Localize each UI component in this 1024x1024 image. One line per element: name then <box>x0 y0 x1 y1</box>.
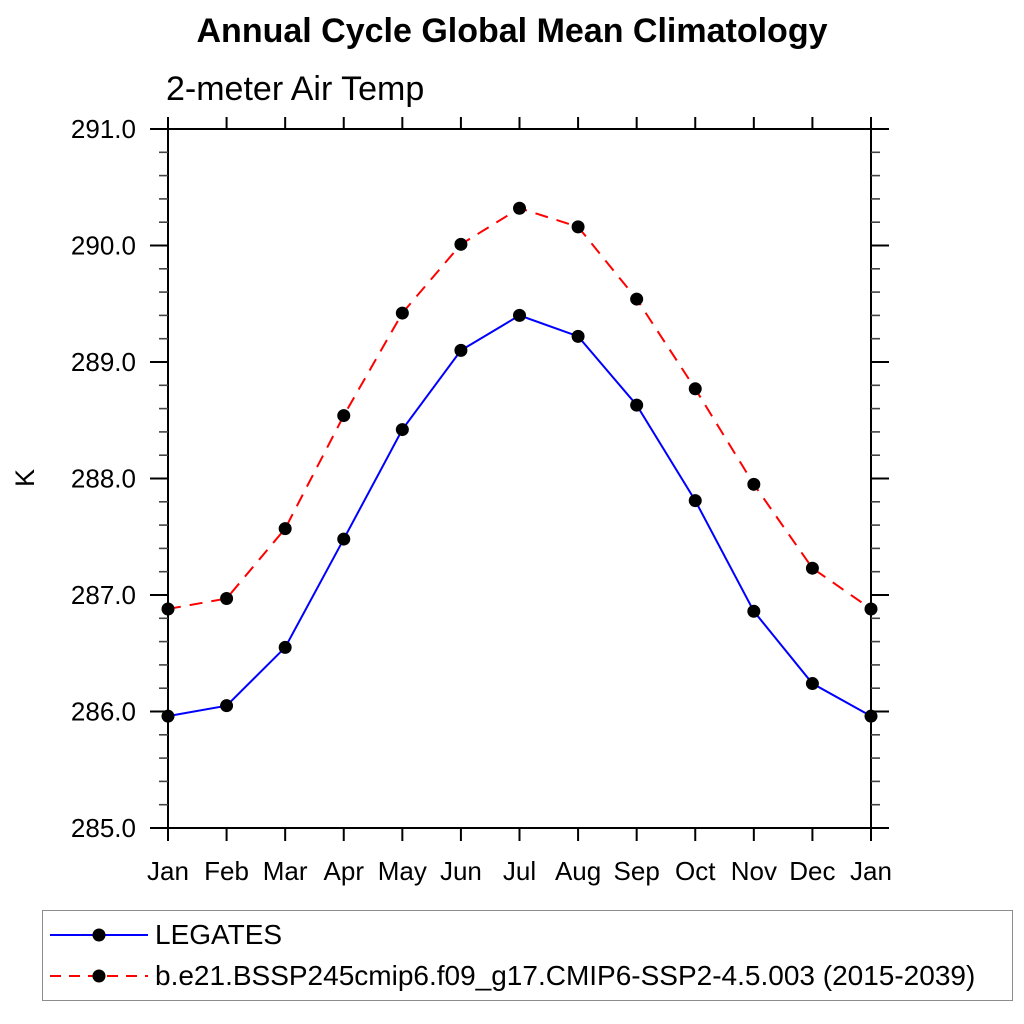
legend-dashed-line-icon <box>50 969 148 983</box>
legend-item-observation: LEGATES <box>48 918 1012 952</box>
tick-label: Mar <box>263 856 308 886</box>
tick-label: 285.0 <box>71 813 136 843</box>
tick-label: 288.0 <box>71 464 136 494</box>
tick-label: 286.0 <box>71 697 136 727</box>
tick-label: May <box>378 856 427 886</box>
tick-label: 289.0 <box>71 347 136 377</box>
series-markers-1 <box>161 201 878 616</box>
legend-item-model: b.e21.BSSP245cmip6.f09_g17.CMIP6-SSP2-4.… <box>48 959 1012 993</box>
legend-solid-line-icon <box>50 928 148 942</box>
legend-label-observation: LEGATES <box>155 919 283 950</box>
y-axis-minor-ticks <box>159 151 880 806</box>
tick-label: Aug <box>555 856 601 886</box>
tick-label: 291.0 <box>71 114 136 144</box>
tick-label: Oct <box>675 856 716 886</box>
chart-title: Annual Cycle Global Mean Climatology <box>196 12 828 50</box>
tick-label: Jan <box>850 856 892 886</box>
series-line-1 <box>167 207 872 610</box>
y-axis-ticks: 285.0 286.0 287.0 288.0 289.0 290.0 291.0 <box>71 114 889 843</box>
legend: LEGATES b.e21.BSSP245cmip6.f09_g17.CMIP6… <box>42 910 1013 1001</box>
series-markers-0 <box>161 308 878 723</box>
tick-label: Dec <box>789 856 835 886</box>
tick-label: 290.0 <box>71 231 136 261</box>
tick-label: Jun <box>440 856 482 886</box>
tick-label: 287.0 <box>71 580 136 610</box>
x-axis-ticks: Jan Feb Mar Apr May Jun Jul Aug Sep Oct Nov Dec Jan <box>147 117 892 886</box>
tick-label: Jul <box>503 856 536 886</box>
tick-label: Sep <box>614 856 660 886</box>
tick-label: Nov <box>731 856 777 886</box>
chart-subtitle: 2-meter Air Temp <box>166 70 425 108</box>
tick-label: Apr <box>324 856 365 886</box>
legend-label-model: b.e21.BSSP245cmip6.f09_g17.CMIP6-SSP2-4.… <box>155 960 976 991</box>
tick-label: Jan <box>147 856 189 886</box>
series-line-0 <box>167 314 872 718</box>
plot-frame <box>167 128 872 829</box>
tick-label: Feb <box>204 856 249 886</box>
